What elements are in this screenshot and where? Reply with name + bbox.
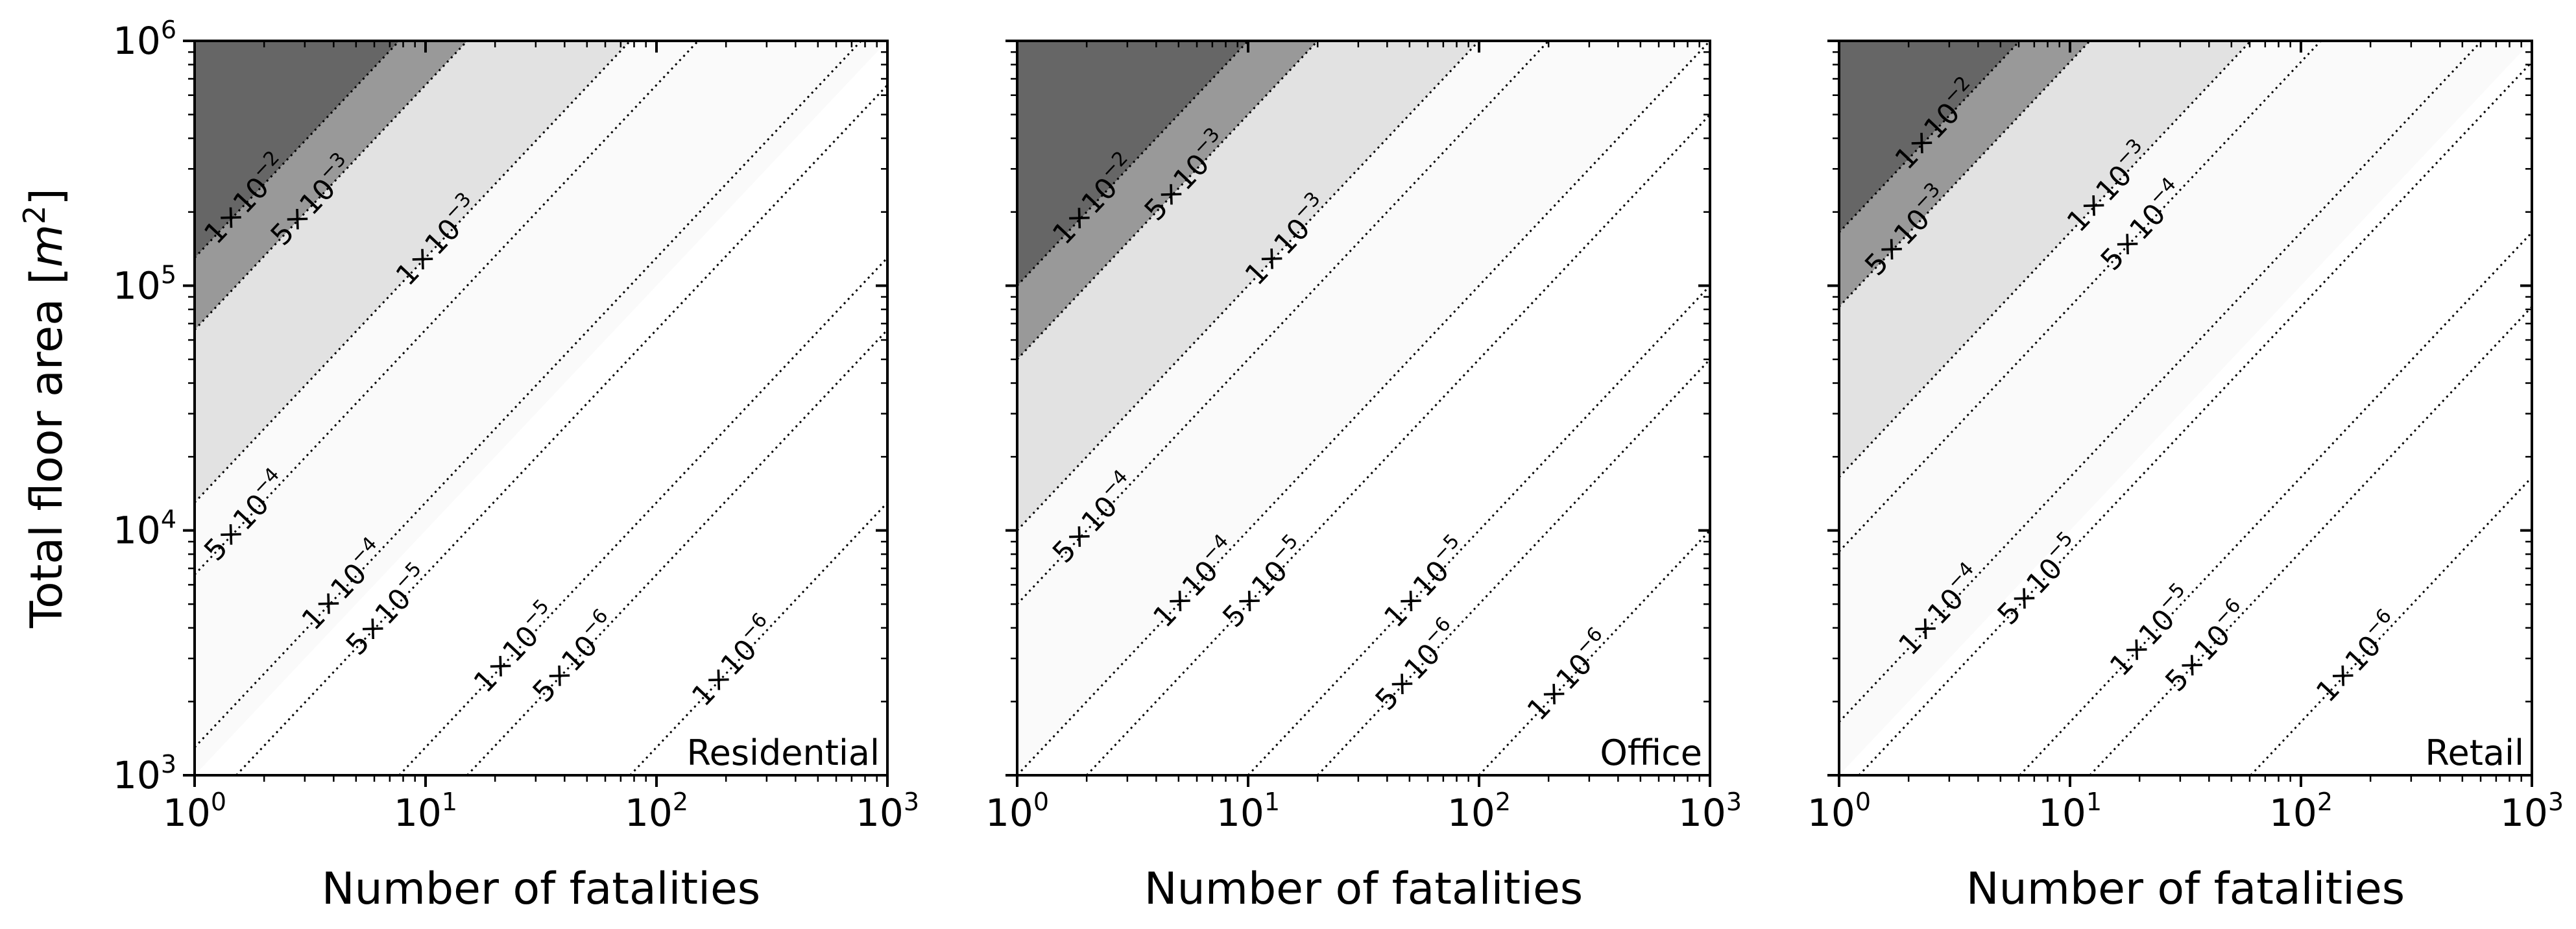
- contour-line: [2250, 476, 2532, 775]
- panel-label: Retail: [2425, 732, 2524, 773]
- x-tick-label: 103: [856, 788, 919, 835]
- contour-line: [1017, 41, 1710, 775]
- contour-line: [398, 257, 887, 775]
- contour-line: [1839, 41, 2322, 553]
- contour-label-text: 1×10−5: [1374, 529, 1476, 634]
- x-tick-label: 100: [163, 788, 226, 835]
- axes-frame: [1016, 40, 1711, 777]
- x-tick-label: 103: [2500, 788, 2564, 835]
- y-axis-label: Total floor area [m2]: [17, 188, 73, 629]
- contour-label: 1×10−5: [1374, 529, 1476, 634]
- contour-label: 1×10−6: [682, 609, 784, 713]
- x-tick-label: 100: [1807, 788, 1871, 835]
- filled-region: [1839, 41, 2020, 233]
- contour-line: [195, 41, 468, 331]
- contour-line: [1839, 41, 2091, 308]
- contour-label: 5×10−6: [1365, 612, 1467, 717]
- contour-label-text: 1×10−6: [2306, 605, 2408, 709]
- x-tick-label: 102: [2269, 788, 2333, 835]
- x-tick-label: 102: [625, 788, 688, 835]
- contour-line: [1478, 529, 1710, 775]
- plot-area: [1839, 41, 2532, 775]
- contour-line: [1317, 358, 1710, 775]
- contour-label-text: 1×10−6: [1517, 623, 1619, 727]
- contour-line: [195, 41, 862, 749]
- x-tick-label: 100: [985, 788, 1049, 835]
- contour-label-text: 5×10−6: [1365, 612, 1467, 717]
- contour-line: [629, 501, 887, 775]
- contour-line: [1839, 41, 2483, 723]
- panel-label: Office: [1600, 732, 1702, 773]
- x-axis-label: Number of fatalities: [1966, 863, 2405, 915]
- x-tick-label: 103: [1678, 788, 1742, 835]
- contour-line: [1839, 41, 2252, 478]
- contour-label: 1×10−6: [2306, 605, 2408, 709]
- panel-office: 1×10−25×10−31×10−35×10−41×10−45×10−51×10…: [985, 40, 1742, 915]
- plot-area: [195, 41, 887, 775]
- axes-frame: [193, 40, 889, 777]
- plot-area: [1017, 41, 1710, 775]
- contour-line: [1017, 41, 1550, 605]
- contour-line: [195, 41, 631, 503]
- x-tick-label: 101: [394, 788, 457, 835]
- panel-residential: 1×10−25×10−31×10−35×10−41×10−45×10−51×10…: [17, 16, 919, 915]
- y-tick-label: 105: [113, 260, 176, 308]
- x-tick-label: 101: [2038, 788, 2102, 835]
- x-axis-label: Number of fatalities: [1144, 863, 1583, 915]
- y-tick-label: 106: [113, 16, 176, 63]
- x-tick-label: 102: [1447, 788, 1511, 835]
- contour-line: [1247, 285, 1710, 775]
- y-tick-label: 103: [113, 750, 176, 797]
- panel-retail: 1×10−25×10−31×10−35×10−41×10−45×10−51×10…: [1807, 40, 2564, 915]
- x-axis-label: Number of fatalities: [322, 863, 760, 915]
- contour-label: 1×10−6: [1517, 623, 1619, 727]
- filled-region: [195, 41, 400, 258]
- axes-frame: [1838, 40, 2533, 777]
- contour-label-text: 1×10−6: [682, 609, 784, 713]
- contour-line: [2089, 306, 2532, 775]
- contour-line: [1017, 41, 1480, 531]
- contour-line: [2019, 232, 2532, 775]
- x-tick-label: 101: [1216, 788, 1280, 835]
- panel-label: Residential: [687, 732, 880, 773]
- contour-line: [1017, 41, 1249, 287]
- contour-line: [235, 84, 887, 775]
- y-tick-label: 104: [113, 505, 176, 553]
